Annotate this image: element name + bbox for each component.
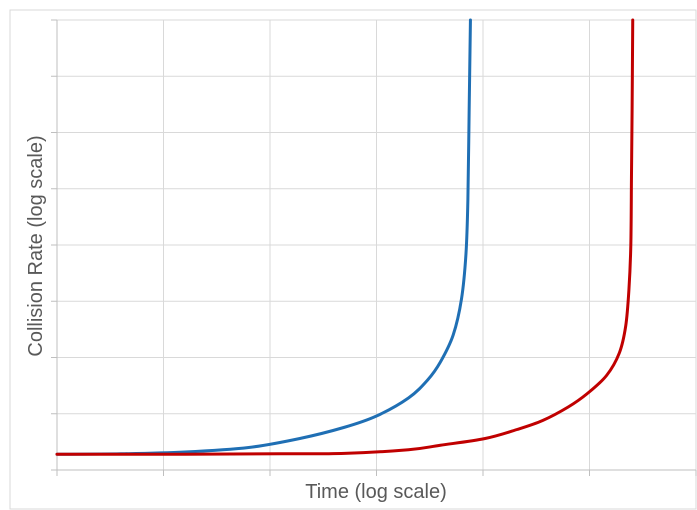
y-axis-title: Collision Rate (log scale) bbox=[25, 135, 47, 356]
blue-series-line bbox=[55, 18, 472, 456]
horizontal-gridlines bbox=[57, 19, 696, 415]
x-axis-title: Time (log scale) bbox=[305, 481, 447, 503]
red-series-line bbox=[55, 18, 635, 456]
chart-border bbox=[9, 9, 697, 510]
series-group bbox=[55, 18, 635, 456]
axes bbox=[51, 19, 697, 476]
